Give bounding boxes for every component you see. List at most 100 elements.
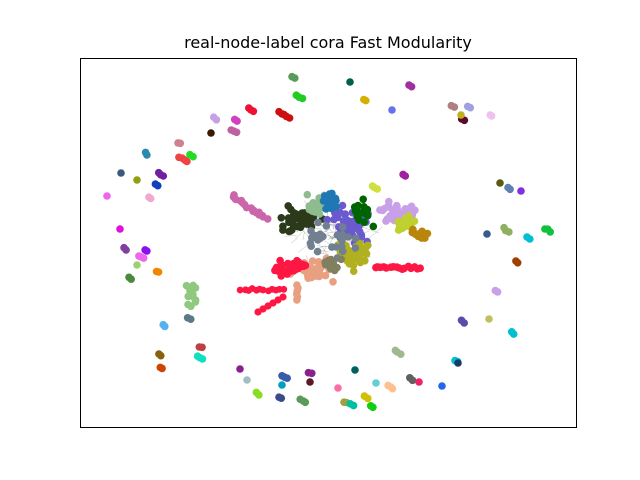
graph-node bbox=[457, 111, 465, 119]
graph-edge bbox=[364, 230, 370, 233]
graph-node bbox=[187, 302, 195, 311]
graph-node bbox=[285, 227, 293, 236]
graph-node bbox=[372, 379, 380, 387]
graph-node bbox=[321, 271, 330, 280]
graph-node bbox=[364, 394, 372, 403]
graph-node bbox=[460, 319, 469, 327]
graph-node bbox=[331, 197, 339, 206]
graph-node bbox=[298, 94, 307, 103]
graph-node bbox=[336, 208, 344, 217]
graph-node bbox=[308, 257, 317, 265]
graph-node bbox=[360, 203, 368, 211]
graph-node bbox=[232, 128, 241, 137]
graph-node bbox=[304, 272, 312, 281]
graph-node bbox=[243, 376, 251, 384]
graph-node bbox=[133, 176, 141, 184]
graph-node bbox=[184, 292, 192, 301]
graph-node bbox=[397, 350, 405, 359]
graph-nodes bbox=[103, 72, 554, 412]
graph-node bbox=[236, 286, 244, 294]
graph-node bbox=[306, 378, 314, 386]
graph-edge bbox=[366, 226, 383, 241]
graph-node bbox=[408, 376, 417, 385]
graph-node bbox=[278, 381, 286, 389]
graph-node bbox=[303, 190, 312, 199]
graph-edge bbox=[329, 223, 334, 228]
graph-edge bbox=[284, 235, 297, 237]
graph-node bbox=[212, 116, 221, 124]
graph-node bbox=[122, 246, 130, 254]
graph-node bbox=[116, 225, 124, 233]
graph-node bbox=[298, 209, 306, 217]
graph-node bbox=[158, 364, 166, 373]
graph-edge bbox=[305, 255, 308, 260]
graph-node bbox=[423, 229, 432, 238]
graph-node bbox=[505, 228, 513, 236]
graph-edge bbox=[327, 235, 335, 240]
graph-node bbox=[143, 247, 151, 255]
graph-node bbox=[291, 74, 299, 82]
graph-node bbox=[394, 217, 403, 226]
graph-node bbox=[346, 78, 354, 86]
graph-node bbox=[388, 106, 396, 114]
graph-node bbox=[133, 261, 141, 269]
graph-node bbox=[159, 172, 168, 180]
graph-node bbox=[345, 260, 354, 268]
graph-node bbox=[361, 257, 369, 265]
graph-node bbox=[255, 391, 263, 399]
graph-node bbox=[325, 190, 334, 198]
graph-edge bbox=[322, 245, 327, 254]
graph-node bbox=[351, 234, 360, 242]
graph-node bbox=[316, 230, 324, 238]
graph-edge bbox=[318, 245, 326, 248]
graph-node bbox=[369, 222, 378, 231]
graph-node bbox=[277, 394, 286, 403]
graph-node bbox=[279, 226, 287, 234]
graph-node bbox=[293, 222, 302, 231]
graph-node bbox=[154, 181, 162, 190]
graph-node bbox=[360, 209, 368, 217]
graph-node bbox=[329, 278, 337, 286]
graph-node bbox=[509, 330, 518, 338]
graph-node bbox=[360, 218, 369, 226]
graph-node bbox=[483, 230, 491, 238]
graph-node bbox=[198, 343, 206, 352]
graph-node bbox=[417, 233, 426, 242]
graph-node bbox=[496, 179, 504, 187]
graph-node bbox=[350, 203, 359, 211]
graph-node bbox=[546, 228, 554, 236]
graph-node bbox=[485, 315, 493, 323]
graph-node bbox=[277, 214, 286, 222]
graph-node bbox=[454, 359, 462, 367]
graph-node bbox=[351, 366, 359, 374]
graph-node bbox=[466, 103, 475, 112]
graph-node bbox=[307, 227, 315, 235]
graph-node bbox=[154, 268, 163, 276]
graph-node bbox=[338, 230, 347, 239]
graph-node bbox=[263, 215, 272, 223]
graph-node bbox=[292, 262, 300, 270]
graph-node bbox=[344, 233, 352, 241]
graph-edge bbox=[332, 223, 335, 229]
graph-edge bbox=[302, 231, 305, 241]
graph-node bbox=[400, 222, 408, 231]
graph-node bbox=[356, 250, 364, 258]
graph-node bbox=[349, 267, 358, 276]
graph-node bbox=[450, 103, 459, 111]
graph-node bbox=[415, 378, 423, 386]
graph-node bbox=[143, 151, 151, 159]
graph-node bbox=[403, 216, 411, 225]
graph-node bbox=[349, 252, 358, 260]
graph-node bbox=[319, 197, 328, 205]
graph-node bbox=[233, 117, 241, 125]
graph-node bbox=[207, 129, 215, 137]
graph-node bbox=[301, 398, 310, 407]
graph-node bbox=[338, 236, 346, 245]
graph-node bbox=[411, 230, 420, 239]
graph-node bbox=[183, 157, 191, 166]
graph-node bbox=[327, 264, 335, 272]
graph-node bbox=[146, 194, 155, 203]
graph-node bbox=[401, 172, 410, 180]
graph-node bbox=[391, 205, 399, 214]
